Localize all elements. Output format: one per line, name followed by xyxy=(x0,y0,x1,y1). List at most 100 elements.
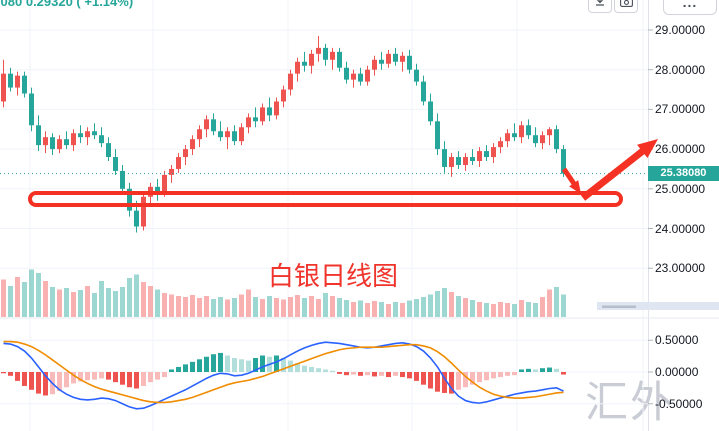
price-axis-label: 29.00000 xyxy=(655,23,706,37)
candle xyxy=(50,137,55,150)
volume-bar xyxy=(407,300,412,317)
macd-histogram-bar xyxy=(8,372,13,376)
volume-bar xyxy=(526,302,531,317)
candle xyxy=(15,75,20,88)
candle xyxy=(351,73,356,80)
candle xyxy=(197,129,202,140)
candle xyxy=(99,135,104,144)
candle xyxy=(211,119,216,132)
macd-histogram-bar xyxy=(120,372,125,385)
macd-histogram-bar xyxy=(22,372,27,386)
candle xyxy=(554,129,559,150)
candle xyxy=(162,174,167,195)
volume-bar xyxy=(183,297,188,317)
volume-bar xyxy=(57,289,62,317)
macd-histogram-bar xyxy=(302,365,307,372)
candle xyxy=(344,67,349,80)
macd-histogram-bar xyxy=(379,372,384,376)
site-watermark: 汇外网 xyxy=(585,379,675,427)
volume-bar xyxy=(393,302,398,317)
macd-histogram-bar xyxy=(1,372,6,374)
candle xyxy=(239,127,244,142)
macd-pane xyxy=(1,340,566,410)
candle xyxy=(120,170,125,189)
macd-histogram-bar xyxy=(316,368,321,372)
volume-bar xyxy=(141,282,146,317)
candle xyxy=(246,117,251,128)
macd-histogram-bar xyxy=(449,372,454,394)
macd-histogram-bar xyxy=(15,372,20,381)
macd-histogram-bar xyxy=(134,372,139,389)
macd-histogram-bar xyxy=(526,368,531,372)
candle xyxy=(260,107,265,122)
macd-histogram-bar xyxy=(344,372,349,376)
volume-bar xyxy=(43,281,48,317)
candle xyxy=(421,81,426,102)
volume-bar xyxy=(29,269,34,317)
macd-histogram-bar xyxy=(246,360,251,372)
candle xyxy=(85,131,90,138)
price-axis-panel[interactable] xyxy=(648,0,719,431)
macd-histogram-bar xyxy=(484,372,489,381)
candle xyxy=(43,137,48,146)
candle xyxy=(498,141,503,148)
macd-histogram-bar xyxy=(456,372,461,390)
support-zone-box xyxy=(28,191,623,207)
volume-bar xyxy=(176,296,181,317)
macd-histogram-bar xyxy=(218,352,223,372)
screenshot-button[interactable] xyxy=(614,0,638,13)
candle xyxy=(71,133,76,146)
macd-histogram-bar xyxy=(190,361,195,372)
volume-bar xyxy=(85,286,90,317)
volume-bar xyxy=(190,295,195,317)
candle xyxy=(36,125,41,146)
candle xyxy=(526,125,531,136)
volume-bar xyxy=(358,300,363,317)
macd-histogram-bar xyxy=(337,372,342,374)
volume-bar xyxy=(99,281,104,317)
more-options-button[interactable]: ... xyxy=(663,0,717,15)
candle xyxy=(267,107,272,116)
volume-bar xyxy=(169,294,174,317)
candle xyxy=(323,47,328,60)
download-chart-button[interactable] xyxy=(588,0,612,13)
candle xyxy=(372,59,377,70)
candle xyxy=(232,131,237,142)
candle xyxy=(512,133,517,138)
macd-histogram-bar xyxy=(204,356,209,372)
candle xyxy=(106,143,111,158)
volume-bar xyxy=(533,303,538,317)
candle xyxy=(295,61,300,74)
volume-bar xyxy=(211,299,216,317)
volume-bar xyxy=(477,302,482,317)
volume-bar xyxy=(435,291,440,317)
volume-bar xyxy=(113,291,118,317)
volume-bar xyxy=(274,298,279,317)
volume-bar xyxy=(15,277,20,317)
volume-bar xyxy=(50,287,55,317)
volume-bar xyxy=(148,286,153,317)
price-axis-label: 26.00000 xyxy=(655,142,706,157)
candle xyxy=(225,131,230,138)
volume-bar xyxy=(281,299,286,317)
macd-histogram-bar xyxy=(365,372,370,376)
candle xyxy=(127,188,132,211)
candle xyxy=(533,135,538,144)
symbol-ticker-line: 25.38080 0.29320 ( +1.14%) xyxy=(0,0,134,9)
volume-bar xyxy=(498,302,503,317)
volume-bar xyxy=(204,296,209,317)
macd-histogram-bar xyxy=(43,372,48,396)
candle xyxy=(456,157,461,165)
macd-histogram-bar xyxy=(400,372,405,378)
volume-bar xyxy=(414,299,419,317)
candle xyxy=(302,61,307,66)
candle xyxy=(337,51,342,68)
macd-histogram-bar xyxy=(498,372,503,378)
macd-histogram-bar xyxy=(435,372,440,392)
macd-histogram-bar xyxy=(127,372,132,388)
candle xyxy=(22,75,27,94)
candle xyxy=(183,149,188,158)
volume-bar xyxy=(239,294,244,317)
volume-bar xyxy=(442,288,447,317)
